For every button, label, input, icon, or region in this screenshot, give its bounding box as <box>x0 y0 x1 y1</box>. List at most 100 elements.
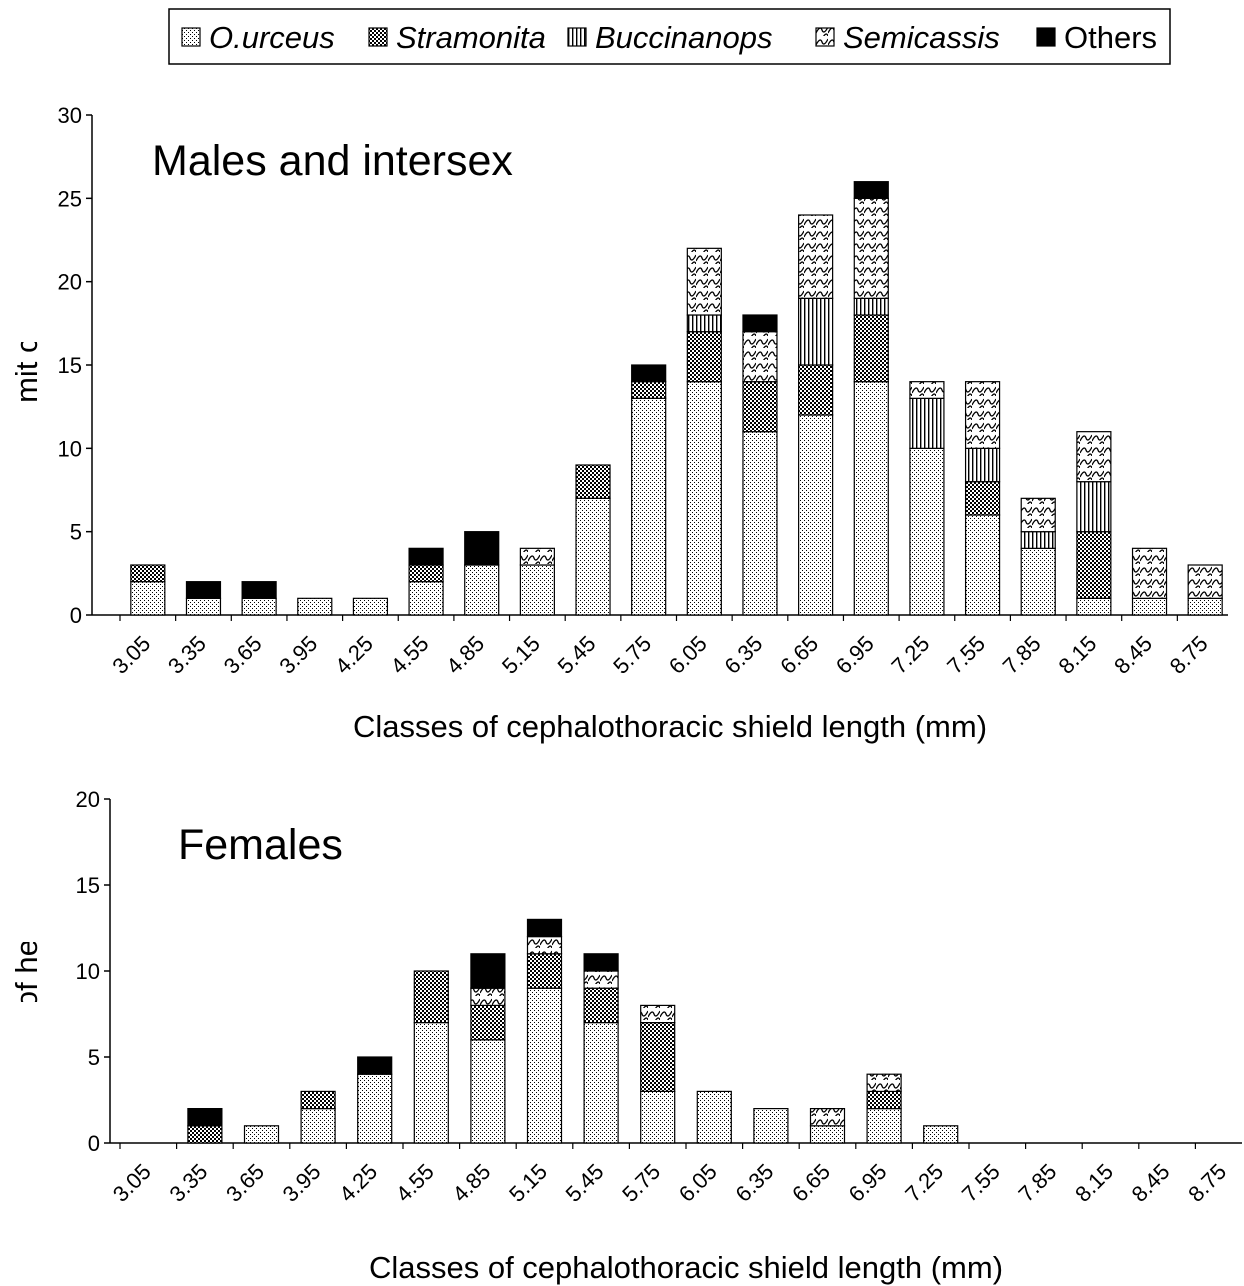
legend-label: Others <box>1064 20 1157 55</box>
legend-swatch-buccinanops <box>567 27 587 47</box>
legend-label: Stramonita <box>396 20 546 55</box>
bar-semicassis-6-65 <box>809 1107 846 1127</box>
bar-semicassis-7-25 <box>909 381 945 399</box>
bar-o-urceus-8-45 <box>1131 597 1168 616</box>
panel-title: Males and intersex <box>152 137 513 185</box>
legend-swatch-o-urceus <box>181 27 201 47</box>
panel-title: Females <box>178 821 343 869</box>
x-tick-label: 3.95 <box>274 631 322 679</box>
x-tick-label: 3.65 <box>221 1159 269 1207</box>
y-tick-label: 15 <box>58 353 82 378</box>
y-axis-title: Number of hermit crabs <box>9 803 44 1127</box>
bar-semicassis-8-75 <box>1187 564 1223 599</box>
chart-panel-2: 0 5 10 15 20 3.05 3.35 3.65 3.95 4.25 4.55 4.85 5.15… <box>9 787 1242 1285</box>
bar-stramonita-6-65 <box>798 364 834 416</box>
bar-o-urceus-4-55 <box>413 1021 449 1144</box>
bar-o-urceus-4-85 <box>464 564 500 616</box>
bar-others-6-35 <box>742 314 778 333</box>
y-tick-label: 30 <box>58 103 82 128</box>
x-tick-label: 8.45 <box>1109 631 1157 679</box>
bar-o-urceus-7-25 <box>909 447 945 616</box>
bar-semicassis-7-55 <box>964 381 1001 449</box>
bar-o-urceus-5-45 <box>583 1021 619 1144</box>
bar-stramonita-5-45 <box>575 464 611 499</box>
bar-o-urceus-6-95 <box>853 381 889 616</box>
bar-others-4-85 <box>470 953 506 989</box>
y-tick-label: 0 <box>70 603 82 628</box>
bar-stramonita-8-15 <box>1076 531 1112 599</box>
x-tick-label: 6.65 <box>775 631 823 679</box>
bar-semicassis-8-45 <box>1131 547 1168 599</box>
bar-semicassis-5-15 <box>519 547 555 566</box>
bar-o-urceus-5-45 <box>575 497 611 616</box>
bar-o-urceus-5-15 <box>526 987 563 1144</box>
bar-o-urceus-7-85 <box>1020 547 1056 616</box>
bar-others-4-85 <box>464 531 500 566</box>
bar-o-urceus-4-25 <box>352 597 389 616</box>
legend-swatch-stramonita <box>368 27 388 47</box>
bar-stramonita-3-35 <box>187 1125 223 1144</box>
bar-stramonita-5-15 <box>526 953 563 989</box>
x-tick-label: 4.25 <box>330 631 378 679</box>
legend-box <box>168 8 1171 65</box>
x-tick-label: 5.15 <box>497 631 545 679</box>
bar-semicassis-6-65 <box>798 214 834 299</box>
bar-stramonita-3-05 <box>130 564 166 583</box>
x-tick-label: 5.15 <box>504 1159 552 1207</box>
chart-panel-1: 0 5 10 15 20 25 30 3.05 3.35 3.65 3.95 4.25 4.55 4.85… <box>9 103 1228 744</box>
bar-others-5-15 <box>526 918 563 938</box>
y-tick-label: 0 <box>88 1131 100 1156</box>
bar-buccinanops-7-55 <box>964 447 1001 483</box>
x-tick-label: 3.95 <box>278 1159 326 1207</box>
bar-buccinanops-6-95 <box>853 297 889 316</box>
x-tick-label: 4.55 <box>391 1159 439 1207</box>
x-tick-label: 7.25 <box>900 1159 948 1207</box>
x-tick-label: 3.65 <box>219 631 267 679</box>
y-tick-label: 15 <box>76 873 100 898</box>
bar-buccinanops-7-25 <box>909 397 945 449</box>
bar-others-5-45 <box>583 953 619 972</box>
bar-others-5-75 <box>631 364 667 383</box>
bar-others-4-25 <box>357 1056 393 1075</box>
bar-semicassis-6-95 <box>866 1073 902 1092</box>
x-axis-title: Classes of cephalothoracic shield length… <box>353 709 987 744</box>
y-tick-label: 25 <box>58 186 82 211</box>
bar-o-urceus-3-95 <box>297 597 333 616</box>
y-tick-label: 10 <box>58 436 82 461</box>
x-tick-label: 8.75 <box>1183 1159 1231 1207</box>
x-tick-label: 6.35 <box>720 631 768 679</box>
bar-o-urceus-6-05 <box>696 1090 732 1144</box>
x-tick-label: 6.05 <box>664 631 712 679</box>
x-tick-label: 6.95 <box>831 631 879 679</box>
y-axis-title: Number of hermit crabs and shells <box>9 129 44 601</box>
bar-semicassis-5-15 <box>526 935 563 955</box>
y-tick-label: 20 <box>58 270 82 295</box>
bar-o-urceus-3-65 <box>243 1125 280 1144</box>
bar-o-urceus-4-55 <box>408 581 444 616</box>
x-tick-label: 6.65 <box>787 1159 835 1207</box>
bar-o-urceus-4-85 <box>470 1039 506 1144</box>
y-tick-label: 20 <box>76 787 100 812</box>
x-tick-label: 4.85 <box>447 1159 495 1207</box>
x-tick-label: 7.25 <box>886 631 934 679</box>
x-tick-label: 5.75 <box>617 1159 665 1207</box>
bar-semicassis-8-15 <box>1076 431 1112 483</box>
bar-semicassis-5-45 <box>583 970 619 989</box>
bar-o-urceus-8-15 <box>1076 597 1112 616</box>
x-tick-label: 7.85 <box>1013 1159 1061 1207</box>
bar-semicassis-7-85 <box>1020 497 1056 533</box>
bar-o-urceus-4-25 <box>357 1073 393 1144</box>
x-tick-label: 8.15 <box>1053 631 1101 679</box>
x-tick-label: 4.25 <box>334 1159 382 1207</box>
x-tick-label: 7.85 <box>998 631 1046 679</box>
bar-stramonita-5-75 <box>631 381 667 399</box>
x-tick-label: 4.55 <box>386 631 434 679</box>
bar-others-3-35 <box>185 581 222 599</box>
bar-stramonita-4-55 <box>413 970 449 1024</box>
bar-semicassis-4-85 <box>470 987 506 1007</box>
bar-semicassis-6-95 <box>853 197 889 299</box>
bar-others-6-95 <box>853 181 889 199</box>
legend-swatch-semicassis <box>815 27 835 47</box>
